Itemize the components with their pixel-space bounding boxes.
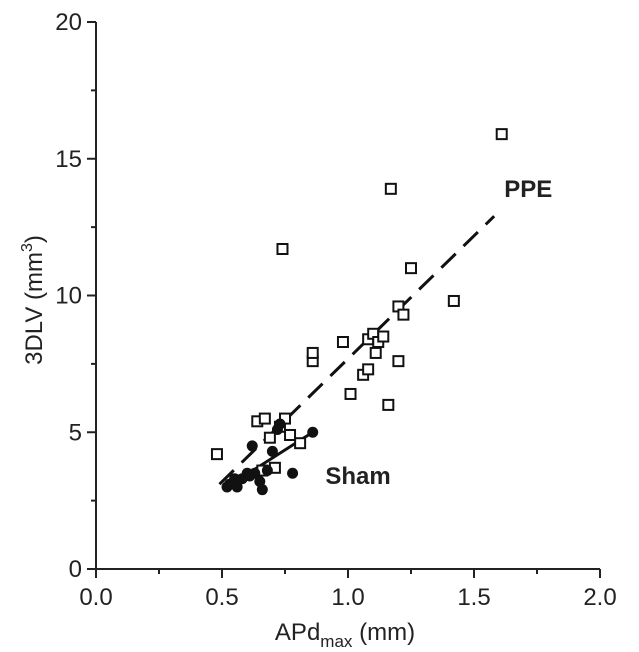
ppe-point [344,387,357,400]
y-tick-label: 20 [55,9,82,36]
ppe-series [210,128,508,477]
ppe-point [263,431,276,444]
sham-point [287,467,299,479]
ppe-point [276,243,289,256]
ppe-group-label: PPE [504,176,552,203]
y-tick-label: 0 [69,556,82,583]
ppe-point [495,128,508,141]
ppe-point [306,346,319,359]
ppe-point [384,182,397,195]
y-axis-title-main: 3DLV (mm [21,252,48,365]
x-axis-title-sub: max [320,632,353,651]
data-points [210,128,508,496]
x-axis-title-unit: (mm) [352,619,415,646]
x-tick-label: 0.0 [79,584,112,611]
ppe-point [284,428,297,441]
x-tick-label: 0.5 [205,584,238,611]
sham-point [274,418,286,430]
y-tick-label: 10 [55,283,82,310]
x-tick-label: 2.0 [583,584,616,611]
ppe-point [336,335,349,348]
sham-point [231,481,243,493]
ppe-fit-line [218,215,496,486]
ppe-point [405,262,417,275]
axes: 0.0 0.5 1.0 1.5 2.0 0 5 10 15 20 [55,9,616,611]
sham-series [221,418,319,496]
ppe-point [294,437,307,450]
y-tick-label: 15 [55,146,82,173]
annotations: PPE Sham [325,176,552,490]
y-axis-title-close: ) [21,235,48,243]
y-tick-label: 5 [69,419,82,446]
sham-group-label: Sham [325,463,390,490]
y-axis-title: 3DLV (mm3) [19,235,48,365]
y-axis-title-sup: 3 [19,243,36,252]
x-ticks: 0.0 0.5 1.0 1.5 2.0 [79,569,617,611]
sham-point [307,426,319,438]
fit-lines [218,215,496,489]
ppe-point [447,294,460,307]
ppe-point [397,308,410,321]
sham-point [249,467,261,479]
x-axis-title: APdmax (mm) [275,619,415,651]
x-tick-label: 1.5 [457,584,490,611]
sham-point [266,445,278,457]
ppe-point [369,346,382,359]
ppe-point [392,355,405,368]
ppe-point [377,330,390,343]
sham-point [261,465,273,477]
ppe-point [382,398,395,411]
ppe-point [210,448,223,461]
ppe-point [258,412,271,425]
x-axis-title-main: APd [275,619,320,646]
x-tick-label: 1.0 [331,584,364,611]
ppe-point [362,363,375,376]
sham-point [256,484,268,496]
y-ticks: 0 5 10 15 20 [55,9,96,583]
sham-point [246,440,258,452]
